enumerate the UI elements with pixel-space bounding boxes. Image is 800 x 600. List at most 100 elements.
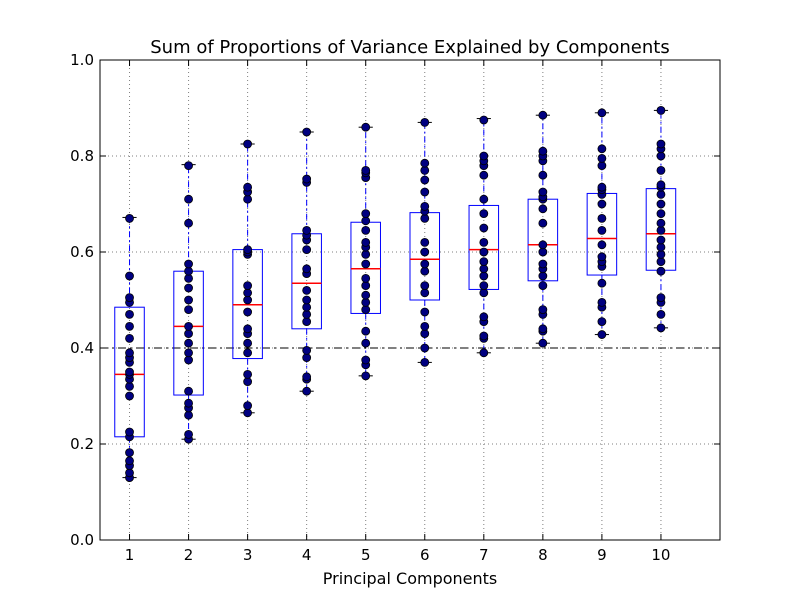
- data-point: [184, 194, 193, 204]
- data-point: [597, 240, 607, 250]
- data-point: [479, 194, 489, 204]
- data-point: [302, 317, 312, 327]
- x-tick-label: 1: [125, 546, 135, 564]
- y-tick-label: 0.0: [70, 531, 94, 549]
- data-point: [656, 235, 666, 245]
- data-point: [125, 309, 134, 319]
- data-point: [125, 456, 134, 466]
- data-point: [125, 293, 134, 303]
- data-point: [656, 180, 666, 190]
- data-point: [361, 209, 371, 219]
- data-point: [361, 237, 371, 247]
- data-point: [184, 161, 193, 171]
- data-point: [420, 321, 430, 331]
- data-point: [538, 338, 548, 348]
- data-point: [302, 295, 312, 305]
- data-point: [479, 271, 489, 281]
- data-point: [302, 174, 312, 184]
- data-point: [184, 283, 193, 293]
- x-tick-label: 5: [361, 546, 371, 564]
- data-point: [479, 151, 489, 161]
- data-point: [243, 348, 253, 358]
- data-point: [479, 348, 489, 358]
- data-point: [361, 259, 371, 269]
- data-point: [420, 281, 430, 291]
- data-point: [479, 247, 489, 257]
- data-point: [656, 323, 666, 333]
- x-tick-label: 10: [651, 546, 670, 564]
- data-point: [302, 245, 312, 255]
- data-point: [361, 290, 371, 300]
- data-point: [597, 297, 607, 307]
- data-point: [538, 305, 548, 315]
- data-point: [656, 209, 666, 219]
- data-point: [656, 106, 666, 115]
- data-point: [184, 259, 193, 269]
- data-point: [243, 281, 253, 291]
- data-point: [361, 273, 371, 283]
- data-point: [479, 115, 489, 125]
- data-point: [597, 161, 607, 171]
- data-point: [125, 333, 134, 343]
- data-point: [656, 266, 666, 276]
- data-point: [361, 371, 371, 381]
- data-point: [538, 110, 548, 120]
- data-point: [538, 271, 548, 281]
- data-point: [597, 213, 607, 223]
- data-point: [538, 240, 548, 250]
- data-point: [656, 293, 666, 303]
- data-point: [125, 391, 134, 401]
- data-point: [420, 201, 430, 211]
- data-point: [243, 245, 253, 255]
- data-point: [597, 317, 607, 327]
- data-point: [479, 331, 489, 341]
- x-tick-label: 7: [479, 546, 489, 564]
- x-tick-label: 4: [302, 546, 312, 564]
- data-point: [656, 139, 666, 149]
- data-point: [302, 353, 312, 363]
- data-point: [597, 278, 607, 288]
- data-point: [243, 139, 253, 149]
- y-tick-label: 0.6: [70, 243, 94, 261]
- data-point: [479, 312, 489, 322]
- data-point: [361, 165, 371, 175]
- data-point: [184, 429, 193, 439]
- data-point: [479, 257, 489, 267]
- data-point: [125, 448, 134, 458]
- data-point: [420, 259, 430, 269]
- data-point: [184, 305, 193, 315]
- data-point: [302, 264, 312, 274]
- data-point: [243, 377, 253, 387]
- data-point: [184, 398, 193, 408]
- tick-layer: 0.0 0.2 0.4 0.6 0.8 1.0 1 2 3 4 5 6 7 8 9 10: [70, 51, 720, 564]
- data-point: [420, 237, 430, 247]
- y-tick-label: 1.0: [70, 51, 94, 69]
- data-point: [656, 165, 666, 175]
- plot-frame: [99, 59, 721, 541]
- data-point: [361, 305, 371, 315]
- data-point: [538, 281, 548, 291]
- y-tick-label: 0.2: [70, 435, 94, 453]
- data-point: [184, 338, 193, 348]
- x-axis-label: Principal Components: [323, 569, 498, 588]
- data-point: [361, 338, 371, 348]
- data-point: [125, 348, 134, 358]
- data-point: [420, 329, 430, 339]
- data-point: [243, 182, 253, 192]
- data-point: [184, 218, 193, 228]
- data-point: [125, 271, 134, 281]
- data-point: [243, 307, 253, 317]
- data-point: [479, 223, 489, 233]
- x-tick-label: 8: [538, 546, 548, 564]
- data-point: [243, 324, 253, 334]
- data-point: [479, 209, 489, 219]
- chart-title: Sum of Proportions of Variance Explained…: [150, 37, 669, 58]
- data-point: [597, 182, 607, 192]
- data-point: [538, 218, 548, 228]
- data-point: [597, 108, 607, 118]
- data-point: [302, 285, 312, 295]
- data-point: [479, 237, 489, 247]
